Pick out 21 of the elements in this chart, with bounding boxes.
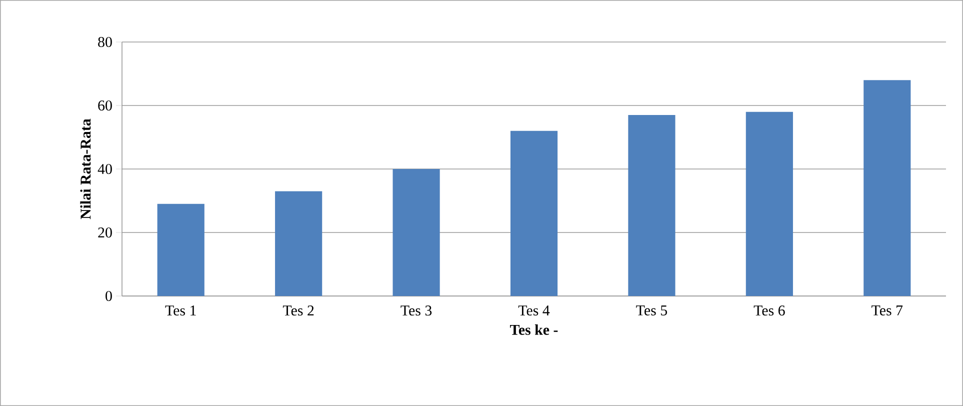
bar	[746, 112, 793, 296]
y-tick-label: 40	[98, 164, 112, 174]
x-tick-label: Tes 7	[872, 306, 903, 316]
bar	[864, 80, 911, 296]
y-axis-title: Nilai Rata-Rata	[80, 118, 91, 220]
x-tick-label: Tes 5	[636, 306, 668, 316]
x-tick-label: Tes 3	[400, 306, 432, 316]
x-tick-label: Tes 4	[518, 306, 550, 316]
bar	[510, 130, 558, 296]
bar	[628, 115, 676, 296]
x-axis-title: Tes ke -	[510, 324, 558, 335]
x-tick-label: Tes 1	[165, 306, 196, 316]
bar	[392, 169, 440, 296]
x-tick-label: Tes 2	[282, 306, 314, 316]
y-tick-label: 60	[98, 100, 112, 111]
bar	[275, 191, 322, 296]
y-tick-label: 0	[106, 290, 112, 302]
x-tick-label: Tes 6	[754, 306, 785, 316]
y-tick-label: 20	[98, 227, 112, 238]
y-tick-label: 80	[98, 36, 112, 48]
bar	[157, 204, 204, 296]
